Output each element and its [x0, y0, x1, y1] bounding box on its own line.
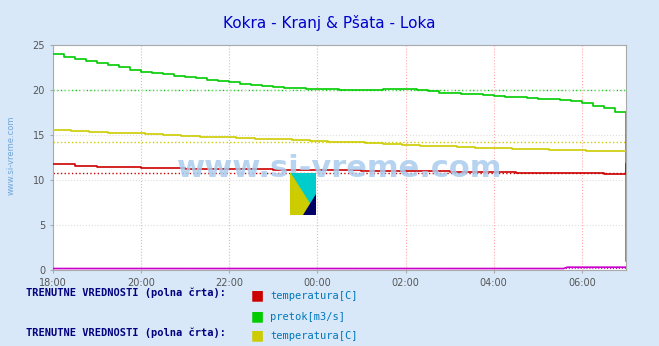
Text: Kokra - Kranj & Pšata - Loka: Kokra - Kranj & Pšata - Loka [223, 15, 436, 31]
Text: temperatura[C]: temperatura[C] [270, 291, 358, 301]
Text: temperatura[C]: temperatura[C] [270, 331, 358, 341]
Text: pretok[m3/s]: pretok[m3/s] [270, 312, 345, 322]
Polygon shape [303, 194, 316, 215]
Text: ■: ■ [250, 328, 264, 342]
Polygon shape [290, 173, 316, 215]
Text: ■: ■ [250, 309, 264, 323]
Text: ■: ■ [250, 288, 264, 302]
Text: TRENUTNE VREDNOSTI (polna črta):: TRENUTNE VREDNOSTI (polna črta): [26, 327, 226, 338]
Polygon shape [290, 173, 316, 215]
Text: www.si-vreme.com: www.si-vreme.com [177, 154, 502, 183]
Text: www.si-vreme.com: www.si-vreme.com [7, 116, 16, 195]
Text: TRENUTNE VREDNOSTI (polna črta):: TRENUTNE VREDNOSTI (polna črta): [26, 287, 226, 298]
